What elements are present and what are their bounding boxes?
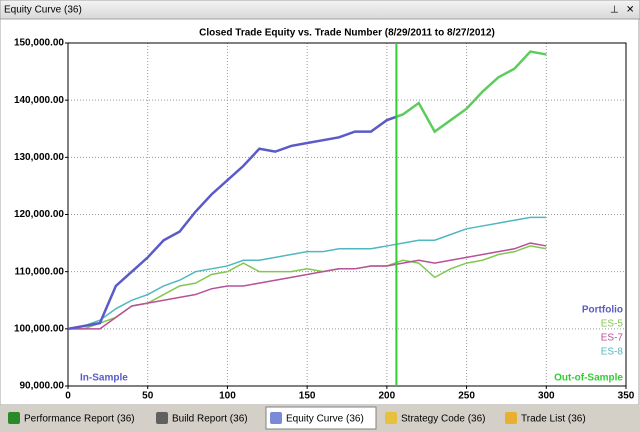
x-tick-label: 100 xyxy=(219,391,236,402)
tabs: Performance Report (36) Build Report (36)… xyxy=(4,406,594,430)
tab[interactable]: Strategy Code (36) xyxy=(381,409,496,428)
y-tick-label: 130,000.00 xyxy=(14,152,64,163)
annotation: Out-of-Sample xyxy=(554,373,623,384)
tab-icon xyxy=(505,412,517,424)
y-tick-label: 100,000.00 xyxy=(14,323,64,334)
x-tick-label: 0 xyxy=(65,391,71,402)
tab[interactable]: Trade List (36) xyxy=(501,409,594,428)
tab-background xyxy=(381,409,496,428)
tab-background xyxy=(265,406,377,430)
tab-icon xyxy=(385,412,397,424)
series-line xyxy=(67,50,547,331)
legend-entry: Portfolio xyxy=(582,305,623,316)
y-tick-label: 110,000.00 xyxy=(15,266,65,277)
window-title: Equity Curve (36) xyxy=(4,5,82,16)
y-tick-label: 120,000.00 xyxy=(14,209,64,220)
x-tick-label: 150 xyxy=(299,391,316,402)
x-tick-label: 200 xyxy=(379,391,396,402)
tab-label: Build Report (36) xyxy=(172,414,248,425)
pin-button[interactable]: ⊥ xyxy=(610,5,619,16)
close-button[interactable]: ✕ xyxy=(626,5,634,16)
chart-frame xyxy=(0,18,640,406)
tab-label: Equity Curve (36) xyxy=(286,414,364,425)
annotation: In-Sample xyxy=(80,373,128,384)
tab[interactable]: Build Report (36) xyxy=(152,409,261,428)
y-tick-label: 140,000.00 xyxy=(14,95,64,106)
tab-icon xyxy=(8,412,20,424)
series-line xyxy=(67,216,547,330)
plot-border xyxy=(67,42,627,387)
legend-entry: ES-5 xyxy=(601,319,624,330)
chart-title: Closed Trade Equity vs. Trade Number (8/… xyxy=(199,28,495,39)
tab-background xyxy=(152,409,261,428)
tab-background xyxy=(501,409,594,428)
legend-entry: ES-7 xyxy=(601,333,624,344)
x-tick-label: 300 xyxy=(538,391,555,402)
x-tick-label: 50 xyxy=(142,391,154,402)
plot: 90,000.00 100,000.00 110,000.00 120,000.00 1… xyxy=(14,38,635,402)
x-tick-label: 350 xyxy=(618,391,635,402)
y-tick-label: 150,000.00 xyxy=(14,38,64,49)
series-line xyxy=(68,242,547,330)
legend-entry: ES-8 xyxy=(601,347,624,358)
x-tick-label: 250 xyxy=(458,391,475,402)
tab-label: Performance Report (36) xyxy=(24,414,135,425)
tab-label: Trade List (36) xyxy=(521,414,586,425)
title-bar xyxy=(0,0,640,20)
tab[interactable]: Performance Report (36) xyxy=(4,409,147,428)
tab-label: Strategy Code (36) xyxy=(401,414,486,425)
tab-icon xyxy=(156,412,168,424)
y-tick-label: 90,000.00 xyxy=(20,381,65,392)
tab-background xyxy=(4,409,147,428)
tab-icon xyxy=(270,412,282,424)
tab[interactable]: Equity Curve (36) xyxy=(265,406,377,430)
